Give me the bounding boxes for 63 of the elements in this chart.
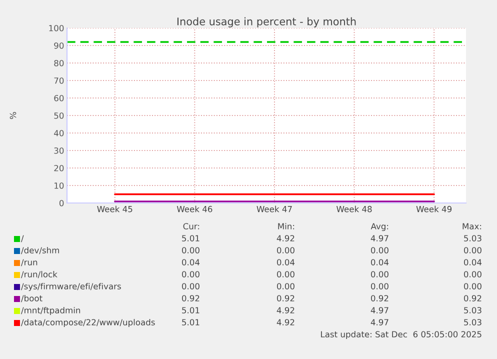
text: 0.92 bbox=[370, 295, 388, 302]
text: 0.00 bbox=[370, 271, 388, 278]
text: 4.97 bbox=[370, 235, 388, 242]
y-tick-label: 0 bbox=[59, 200, 64, 206]
x-tick-label: Week 47 bbox=[256, 206, 292, 212]
y-axis-title: % bbox=[10, 112, 16, 119]
text: 0.00 bbox=[370, 247, 388, 254]
y-tick-label: 60 bbox=[54, 94, 64, 102]
y-tick-label: 80 bbox=[54, 60, 64, 66]
y-tick-label: 100 bbox=[49, 24, 64, 32]
text: 0.00 bbox=[464, 247, 482, 254]
text: 0.00 bbox=[276, 283, 294, 290]
y-tick-label: 30 bbox=[54, 147, 64, 154]
y-tick-label: 50 bbox=[54, 112, 64, 119]
text: 0.92 bbox=[276, 295, 294, 302]
legend-label: /run/lock bbox=[21, 270, 58, 278]
text: 0.00 bbox=[464, 283, 482, 290]
y-tick-label: 10 bbox=[54, 182, 64, 189]
text: 4.92 bbox=[276, 307, 294, 314]
legend-label: /sys/firmware/efi/efivars bbox=[21, 282, 121, 292]
y-tick-label: 90 bbox=[54, 42, 64, 49]
text: 5.01 bbox=[182, 235, 200, 242]
text: 5.01 bbox=[182, 307, 200, 314]
text: 5.03 bbox=[464, 307, 482, 314]
text: 4.97 bbox=[370, 307, 388, 314]
y-tick-label: 70 bbox=[54, 77, 64, 84]
x-tick-label: Week 45 bbox=[97, 206, 132, 212]
text: 5.01 bbox=[182, 319, 200, 326]
legend-label: /run bbox=[21, 259, 38, 266]
text: 0.00 bbox=[182, 247, 200, 254]
legend-label: /data/compose/22/www/uploads bbox=[21, 318, 155, 328]
legend-label: /dev/shm bbox=[21, 246, 59, 254]
text: 0.92 bbox=[182, 295, 200, 302]
text: 0.00 bbox=[182, 283, 200, 290]
text: 4.92 bbox=[276, 319, 294, 326]
legend-label: /mnt/ftpadmin bbox=[21, 306, 80, 316]
text: 4.92 bbox=[276, 235, 294, 242]
y-tick-label: 20 bbox=[54, 164, 64, 172]
text: 0.00 bbox=[464, 271, 482, 278]
text: 0.92 bbox=[464, 295, 482, 302]
text: Min: bbox=[278, 222, 294, 230]
legend-label: / bbox=[21, 235, 24, 242]
chart-title: Inode usage in percent - by month bbox=[177, 17, 356, 28]
text: 4.97 bbox=[370, 319, 388, 326]
text: 0.04 bbox=[182, 259, 200, 266]
text: Last update: Sat Dec 6 05:05:00 2025 bbox=[321, 330, 482, 340]
text: 0.04 bbox=[370, 259, 389, 266]
text: 5.03 bbox=[464, 235, 482, 242]
y-tick-label: 40 bbox=[54, 130, 64, 136]
text: 0.00 bbox=[182, 271, 200, 278]
text: Max: bbox=[462, 223, 482, 230]
text: 5.03 bbox=[464, 319, 482, 326]
text: 0.00 bbox=[276, 247, 294, 254]
x-tick-label: Week 49 bbox=[416, 206, 452, 212]
text: 0.00 bbox=[276, 271, 294, 278]
x-tick-label: Week 46 bbox=[176, 206, 212, 212]
text: 0.04 bbox=[464, 259, 482, 266]
legend-label: /boot bbox=[21, 294, 42, 302]
text: 0.00 bbox=[370, 283, 388, 290]
text: 0.04 bbox=[276, 259, 295, 266]
text: Avg: bbox=[370, 223, 388, 232]
x-tick-label: Week 48 bbox=[336, 206, 372, 212]
text: Cur: bbox=[183, 223, 200, 230]
